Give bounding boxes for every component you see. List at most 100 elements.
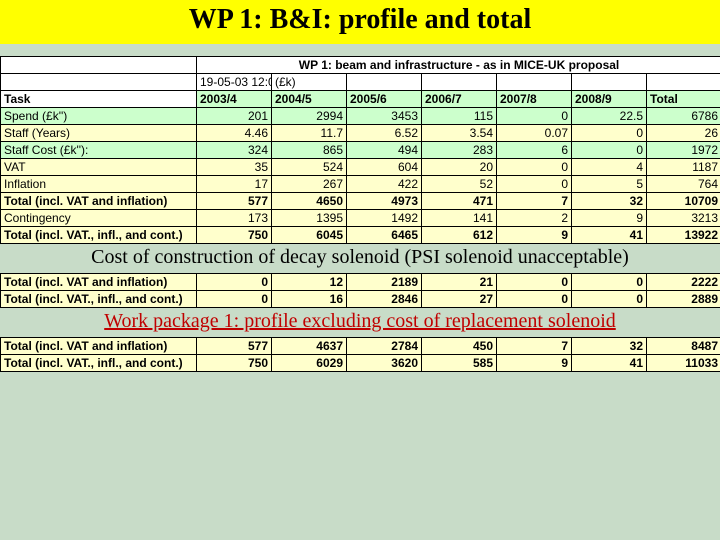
column-header: 2006/7: [422, 91, 497, 108]
column-header: 2004/5: [272, 91, 347, 108]
value-cell: 283: [422, 142, 497, 159]
table2: Total (incl. VAT and inflation)012218921…: [0, 273, 720, 308]
value-cell: 7: [497, 338, 572, 355]
value-cell: 471: [422, 193, 497, 210]
value-cell: 4973: [347, 193, 422, 210]
value-cell: 3213: [647, 210, 720, 227]
value-cell: 12: [272, 274, 347, 291]
column-header: 2005/6: [347, 91, 422, 108]
value-cell: 0: [497, 159, 572, 176]
value-cell: 5: [572, 176, 647, 193]
value-cell: 6: [497, 142, 572, 159]
value-cell: 1395: [272, 210, 347, 227]
value-cell: 494: [347, 142, 422, 159]
value-cell: 22.5: [572, 108, 647, 125]
value-cell: 524: [272, 159, 347, 176]
value-cell: 764: [647, 176, 720, 193]
value-cell: 577: [197, 193, 272, 210]
value-cell: 0: [572, 125, 647, 142]
value-cell: 1972: [647, 142, 720, 159]
value-cell: 115: [422, 108, 497, 125]
blank: [347, 74, 422, 91]
value-cell: 612: [422, 227, 497, 244]
value-cell: 9: [497, 227, 572, 244]
value-cell: 267: [272, 176, 347, 193]
row-label: Total (incl. VAT., infl., and cont.): [1, 355, 197, 372]
value-cell: 577: [197, 338, 272, 355]
value-cell: 0: [572, 291, 647, 308]
value-cell: 6045: [272, 227, 347, 244]
value-cell: 4: [572, 159, 647, 176]
value-cell: 7: [497, 193, 572, 210]
row-label: Staff Cost (£k''):: [1, 142, 197, 159]
value-cell: 41: [572, 227, 647, 244]
value-cell: 0.07: [497, 125, 572, 142]
section2-title: Cost of construction of decay solenoid (…: [0, 244, 720, 273]
value-cell: 3620: [347, 355, 422, 372]
blank: [647, 74, 720, 91]
value-cell: 3453: [347, 108, 422, 125]
value-cell: 0: [572, 142, 647, 159]
blank: [572, 74, 647, 91]
value-cell: 2846: [347, 291, 422, 308]
value-cell: 0: [497, 291, 572, 308]
subheader: WP 1: beam and infrastructure - as in MI…: [197, 57, 720, 74]
row-label: VAT: [1, 159, 197, 176]
value-cell: 0: [497, 274, 572, 291]
value-cell: 10709: [647, 193, 720, 210]
value-cell: 26: [647, 125, 720, 142]
value-cell: 2222: [647, 274, 720, 291]
main-table: WP 1: beam and infrastructure - as in MI…: [0, 56, 720, 244]
value-cell: 9: [497, 355, 572, 372]
timestamp: 19-05-03 12:09: [197, 74, 272, 91]
value-cell: 0: [497, 108, 572, 125]
value-cell: 4637: [272, 338, 347, 355]
value-cell: 6.52: [347, 125, 422, 142]
value-cell: 35: [197, 159, 272, 176]
value-cell: 0: [572, 274, 647, 291]
row-label: Spend (£k''): [1, 108, 197, 125]
value-cell: 750: [197, 355, 272, 372]
row-label: Total (incl. VAT., infl., and cont.): [1, 291, 197, 308]
value-cell: 604: [347, 159, 422, 176]
value-cell: 41: [572, 355, 647, 372]
value-cell: 0: [497, 176, 572, 193]
value-cell: 4650: [272, 193, 347, 210]
column-header: 2008/9: [572, 91, 647, 108]
column-header: Task: [1, 91, 197, 108]
column-header: 2007/8: [497, 91, 572, 108]
table3: Total (incl. VAT and inflation)577463727…: [0, 337, 720, 372]
value-cell: 585: [422, 355, 497, 372]
currency-note: (£k): [272, 74, 347, 91]
value-cell: 11033: [647, 355, 720, 372]
row-label: Inflation: [1, 176, 197, 193]
row-label: Contingency: [1, 210, 197, 227]
row-label: Total (incl. VAT., infl., and cont.): [1, 227, 197, 244]
value-cell: 32: [572, 338, 647, 355]
blank: [497, 74, 572, 91]
blank: [1, 74, 197, 91]
value-cell: 1492: [347, 210, 422, 227]
value-cell: 8487: [647, 338, 720, 355]
section3-title: Work package 1: profile excluding cost o…: [0, 308, 720, 337]
value-cell: 2889: [647, 291, 720, 308]
value-cell: 6786: [647, 108, 720, 125]
value-cell: 32: [572, 193, 647, 210]
value-cell: 21: [422, 274, 497, 291]
blank: [422, 74, 497, 91]
row-label: Total (incl. VAT and inflation): [1, 338, 197, 355]
value-cell: 141: [422, 210, 497, 227]
value-cell: 201: [197, 108, 272, 125]
value-cell: 27: [422, 291, 497, 308]
value-cell: 9: [572, 210, 647, 227]
row-label: Staff (Years): [1, 125, 197, 142]
value-cell: 0: [197, 291, 272, 308]
value-cell: 52: [422, 176, 497, 193]
value-cell: 1187: [647, 159, 720, 176]
value-cell: 0: [197, 274, 272, 291]
value-cell: 16: [272, 291, 347, 308]
row-label: Total (incl. VAT and inflation): [1, 274, 197, 291]
value-cell: 13922: [647, 227, 720, 244]
row-label: Total (incl. VAT and inflation): [1, 193, 197, 210]
value-cell: 11.7: [272, 125, 347, 142]
